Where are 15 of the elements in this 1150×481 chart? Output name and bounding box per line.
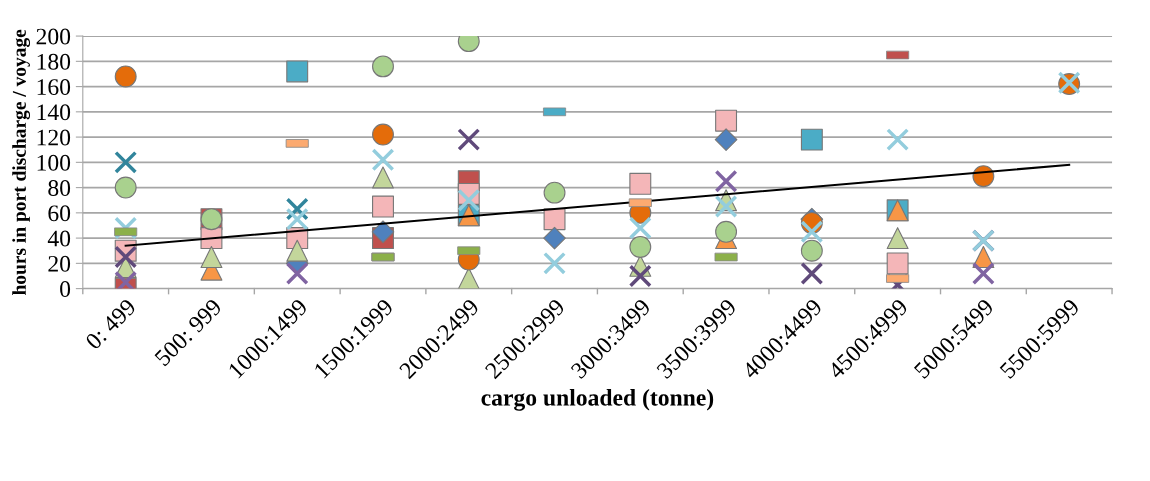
y-tick-label: 100 xyxy=(37,154,71,171)
y-tick-label: 40 xyxy=(47,230,71,247)
y-tick-label: 0 xyxy=(60,281,71,298)
y-tick-label: 140 xyxy=(37,104,71,121)
y-axis-title: hours in port discharge / voyage xyxy=(12,29,31,295)
y-tick-label: 160 xyxy=(37,79,71,95)
y-tick-label: 200 xyxy=(36,28,71,45)
y-tick-label: 60 xyxy=(48,205,71,222)
y-tick-label: 180 xyxy=(37,53,71,70)
x-axis-title: cargo unloaded (tonne) xyxy=(481,389,714,411)
y-tick-label: 80 xyxy=(48,180,71,197)
x-tick-label: 0: 499 xyxy=(84,298,137,351)
x-tick-label: 500: 999 xyxy=(154,298,223,367)
y-tick-label: 120 xyxy=(37,129,71,146)
y-tick-label: 20 xyxy=(48,255,71,272)
